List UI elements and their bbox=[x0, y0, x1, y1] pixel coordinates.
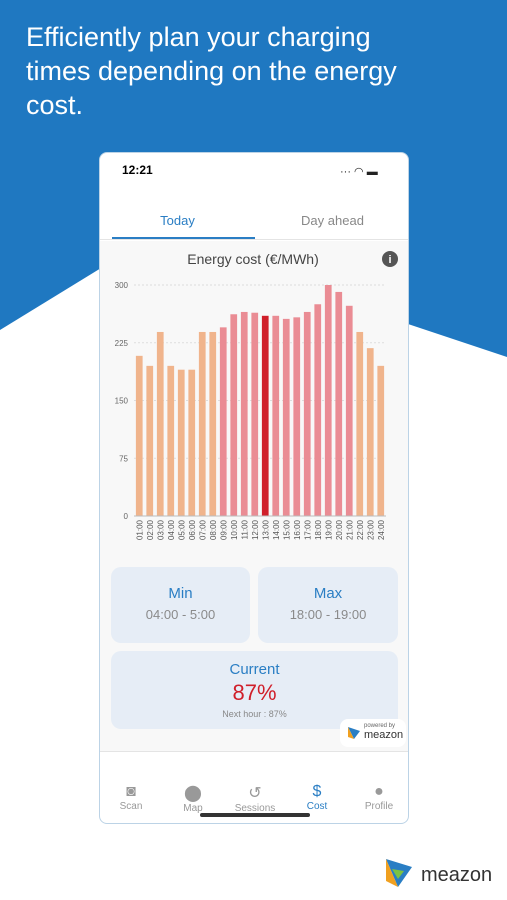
logo-mark bbox=[386, 859, 412, 887]
x-tick-label: 18:00 bbox=[314, 519, 323, 540]
bar bbox=[261, 315, 269, 516]
tab[interactable]: Today bbox=[160, 213, 195, 228]
bar bbox=[156, 331, 164, 516]
powered-badge: powered by meazon bbox=[340, 719, 406, 747]
status-icons: ··· ◠ ▬ bbox=[340, 166, 378, 178]
max-card: Max 18:00 - 19:00 bbox=[258, 567, 398, 643]
info-glyph: i bbox=[388, 254, 391, 266]
current-label: Current bbox=[229, 661, 280, 678]
nav-label: Profile bbox=[364, 801, 394, 812]
bar bbox=[377, 365, 385, 516]
tab-indicator bbox=[112, 237, 255, 239]
x-tick-label: 01:00 bbox=[135, 519, 144, 540]
y-tick-label: 300 bbox=[115, 281, 129, 290]
y-tick-label: 0 bbox=[124, 512, 129, 521]
nav-item[interactable]: ● Profile bbox=[364, 783, 394, 812]
x-tick-label: 02:00 bbox=[146, 519, 155, 540]
y-tick-label: 225 bbox=[115, 339, 129, 348]
nav-label: Map bbox=[183, 803, 203, 814]
bar bbox=[188, 369, 196, 516]
x-tick-label: 08:00 bbox=[209, 519, 218, 540]
nav-item[interactable]: ⬤ Map bbox=[183, 785, 203, 814]
x-tick-label: 03:00 bbox=[156, 519, 165, 540]
bar bbox=[230, 314, 238, 516]
nav-label: Sessions bbox=[234, 803, 276, 814]
x-tick-label: 21:00 bbox=[345, 519, 354, 540]
headline: Efficiently plan your charging times dep… bbox=[26, 22, 397, 120]
min-card: Min 04:00 - 5:00 bbox=[111, 567, 250, 643]
min-label: Min bbox=[168, 585, 193, 602]
x-tick-label: 16:00 bbox=[293, 519, 302, 540]
divider bbox=[100, 239, 408, 240]
bar bbox=[219, 327, 227, 516]
logo-text: meazon bbox=[421, 864, 493, 886]
max-range: 18:00 - 19:00 bbox=[289, 607, 367, 622]
x-tick-label: 13:00 bbox=[261, 519, 270, 540]
bar bbox=[293, 317, 301, 516]
bar bbox=[146, 365, 154, 516]
bar bbox=[251, 312, 259, 516]
bar bbox=[209, 331, 217, 516]
home-indicator bbox=[200, 813, 310, 817]
nav-label: Cost bbox=[306, 801, 328, 812]
x-tick-label: 04:00 bbox=[167, 519, 176, 540]
x-tick-label: 11:00 bbox=[240, 519, 249, 539]
bar bbox=[345, 305, 353, 516]
info-icon[interactable] bbox=[382, 251, 398, 267]
x-tick-label: 22:00 bbox=[356, 519, 365, 540]
nav-item[interactable]: ◙ Scan bbox=[119, 783, 143, 812]
bar bbox=[282, 318, 290, 516]
x-tick-label: 05:00 bbox=[177, 519, 186, 540]
divider bbox=[100, 751, 408, 752]
x-tick-label: 23:00 bbox=[366, 519, 375, 540]
x-tick-label: 09:00 bbox=[219, 519, 228, 540]
status-time: 12:21 bbox=[122, 163, 153, 177]
bar bbox=[135, 355, 143, 516]
bar bbox=[198, 331, 206, 516]
powered-by: powered by bbox=[364, 723, 396, 729]
bar bbox=[167, 365, 175, 516]
x-tick-label: 15:00 bbox=[282, 519, 291, 540]
current-value: 87% bbox=[232, 680, 277, 705]
min-range: 04:00 - 5:00 bbox=[145, 607, 216, 622]
nav-item[interactable]: $ Cost bbox=[306, 783, 328, 812]
bar bbox=[314, 304, 322, 516]
x-tick-label: 14:00 bbox=[272, 519, 281, 540]
bar bbox=[303, 311, 311, 516]
current-card: Current 87% Next hour : 87% bbox=[111, 651, 398, 729]
x-tick-label: 24:00 bbox=[377, 519, 386, 540]
bar bbox=[356, 331, 364, 516]
badge-logo bbox=[348, 727, 360, 739]
next-hour: Next hour : 87% bbox=[222, 709, 287, 719]
x-tick-label: 07:00 bbox=[198, 519, 207, 540]
chart-title: Energy cost (€/MWh) bbox=[187, 251, 318, 267]
y-tick-label: 150 bbox=[115, 397, 129, 406]
x-tick-label: 06:00 bbox=[188, 519, 197, 540]
y-tick-label: 75 bbox=[119, 454, 128, 463]
tab[interactable]: Day ahead bbox=[301, 213, 364, 228]
nav-label: Scan bbox=[119, 801, 143, 812]
bar bbox=[177, 369, 185, 516]
bar bbox=[335, 291, 343, 516]
phone-screen: 12:21 ··· ◠ ▬ Today Day ahead Energy cos… bbox=[99, 152, 409, 824]
bar bbox=[366, 348, 374, 516]
x-tick-label: 17:00 bbox=[303, 519, 312, 540]
x-tick-label: 19:00 bbox=[324, 519, 333, 540]
max-label: Max bbox=[313, 585, 343, 602]
nav-item[interactable]: ↺ Sessions bbox=[234, 785, 276, 814]
powered-brand: meazon bbox=[364, 729, 404, 741]
x-tick-label: 10:00 bbox=[230, 519, 239, 540]
bar bbox=[240, 311, 248, 516]
bar bbox=[324, 285, 332, 516]
bar bbox=[272, 315, 280, 516]
x-tick-label: 20:00 bbox=[335, 519, 344, 540]
x-tick-label: 12:00 bbox=[251, 519, 260, 540]
